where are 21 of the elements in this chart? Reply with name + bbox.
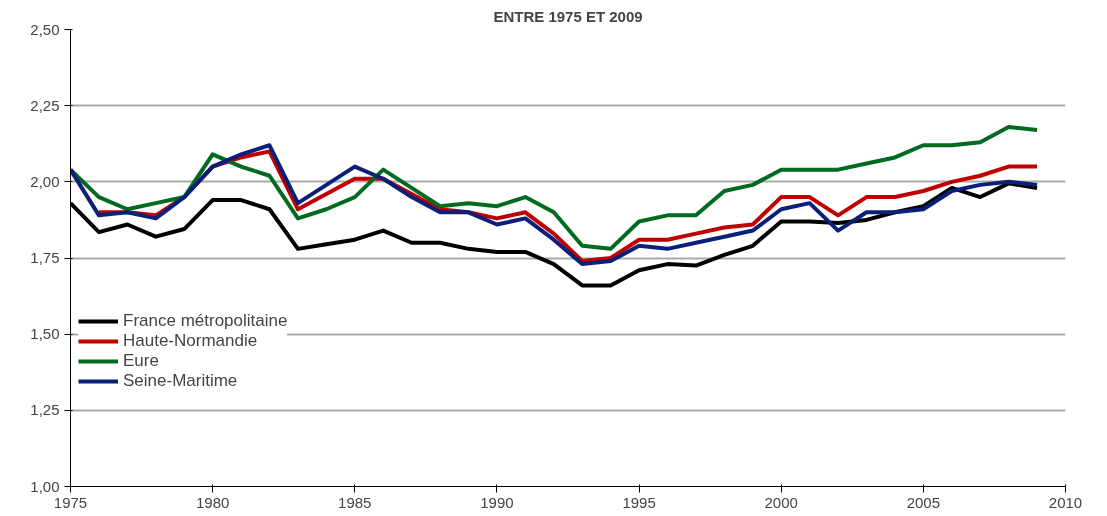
x-tick-label: 2010 — [1048, 493, 1083, 511]
x-tick-label: 2005 — [906, 493, 941, 511]
y-tick-label: 1,75 — [30, 249, 60, 266]
y-tick-label: 2,25 — [30, 96, 60, 114]
x-tick-label: 1995 — [622, 493, 656, 511]
legend-label: France métropolitaine — [123, 311, 288, 331]
x-tick-label: 2000 — [764, 493, 798, 511]
y-tick-label: 1,50 — [30, 325, 60, 343]
legend-label: Haute-Normandie — [123, 331, 258, 351]
y-tick-label: 1,00 — [30, 477, 60, 495]
x-tick-label: 1985 — [338, 493, 372, 511]
x-tick-label: 1980 — [195, 493, 230, 511]
x-tick-label: 1975 — [53, 493, 88, 511]
y-tick-label: 1,25 — [30, 401, 60, 419]
line-series — [70, 124, 1040, 251]
y-tick-label: 2,00 — [30, 172, 60, 190]
legend-label: Eure — [123, 351, 159, 371]
x-tick-label: 1990 — [480, 493, 514, 511]
chart-title: ENTRE 1975 ET 2009 — [493, 7, 643, 25]
legend-label: Seine-Maritime — [123, 371, 238, 391]
y-tick-label: 2,50 — [30, 20, 60, 38]
